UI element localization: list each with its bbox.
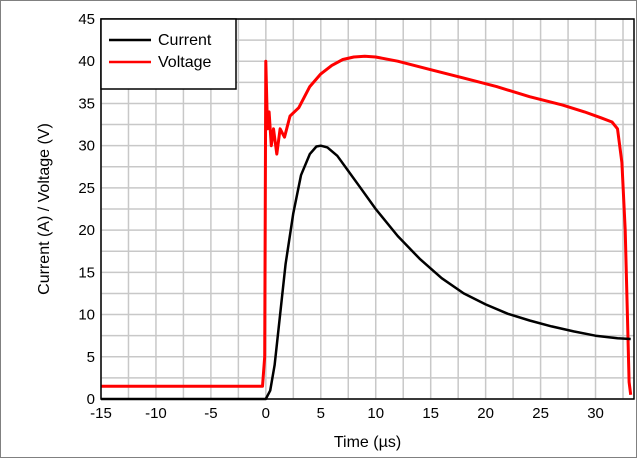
y-tick-label: 35 (78, 95, 95, 112)
x-tick-label: 30 (587, 405, 604, 422)
y-tick-label: 5 (87, 349, 95, 366)
x-tick-label: -5 (204, 405, 217, 422)
series-lines (101, 54, 633, 401)
x-axis-label: Time (µs) (334, 434, 401, 451)
y-tick-label: 20 (78, 222, 95, 239)
legend: Current Voltage (100, 18, 237, 90)
plot-border (100, 18, 635, 400)
y-axis-label: Current (A) / Voltage (V) (36, 123, 53, 295)
tick-labels: -15 -10 -5 0 5 10 15 20 25 30 0 5 10 15 20 25 30 35 40 45 (78, 11, 604, 422)
x-tick-label: 10 (367, 405, 384, 422)
x-tick-label: 20 (477, 405, 494, 422)
y-tick-label: 10 (78, 307, 95, 324)
legend-box (100, 18, 237, 90)
y-tick-label: 0 (87, 391, 95, 408)
y-tick-label: 45 (78, 11, 95, 28)
x-tick-label: 15 (422, 405, 439, 422)
x-tick-label: 25 (532, 405, 549, 422)
x-tick-label: -15 (90, 405, 112, 422)
x-tick-label: 5 (317, 405, 325, 422)
x-tick-label: -10 (145, 405, 167, 422)
legend-label-voltage: Voltage (158, 54, 211, 71)
legend-label-current: Current (158, 32, 212, 49)
y-tick-label: 40 (78, 53, 95, 70)
y-tick-label: 15 (78, 264, 95, 281)
series-line-current (101, 144, 631, 401)
y-tick-label: 30 (78, 138, 95, 155)
y-tick-label: 25 (78, 180, 95, 197)
series-line-voltage (101, 54, 633, 395)
x-tick-label: 0 (262, 405, 270, 422)
